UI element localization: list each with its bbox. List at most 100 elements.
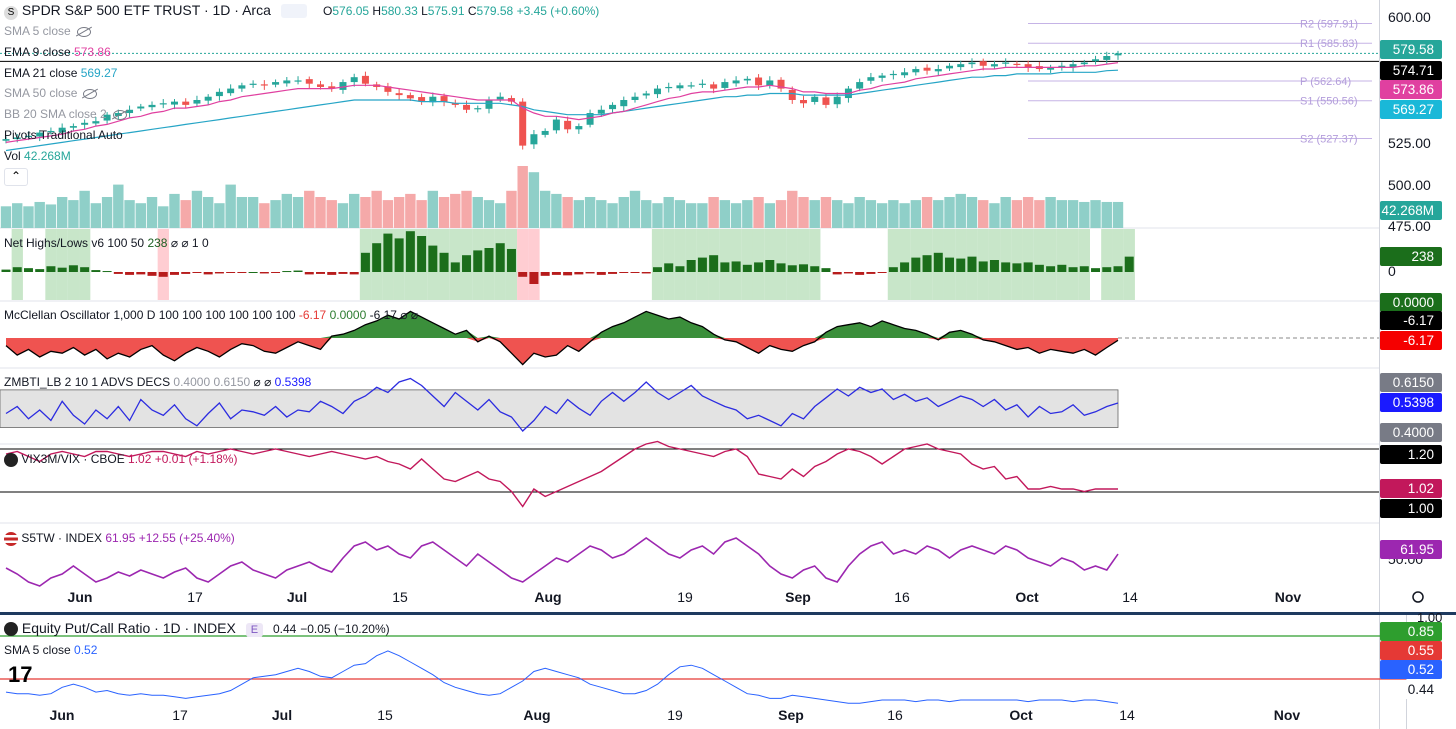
nhl-bar [360, 252, 370, 272]
nhl-bar [102, 271, 112, 273]
s5tw-badge: 61.95 [1380, 540, 1442, 559]
volume-bar [517, 166, 528, 228]
chart-title[interactable]: SPDR S&P 500 ETF TRUST · 1D · Arca [21, 2, 271, 18]
candle-body [946, 65, 954, 69]
volume-bar [573, 200, 585, 228]
x-axis-label: Jul [272, 707, 292, 723]
candle-body [889, 73, 897, 76]
volume-bar [888, 200, 899, 228]
volume-bar [337, 203, 349, 228]
nhl-shade [1112, 229, 1124, 300]
candle-body [766, 80, 774, 86]
candle-body [597, 109, 605, 114]
nhl-shade [1067, 229, 1079, 300]
hide-icon[interactable] [280, 4, 307, 19]
price-legend-item[interactable]: Pivots Traditional Auto [4, 128, 123, 142]
nhl-bar [641, 272, 651, 274]
zmb-legend[interactable]: ZMBTI_LB 2 10 1 ADVS DECS 0.4000 0.6150 … [4, 375, 312, 389]
price-legend-item[interactable]: EMA 9 close 573.86 [4, 45, 111, 59]
nhl-zero-label: 0 [1388, 263, 1396, 279]
nhl-bar [484, 248, 494, 272]
candle-body [710, 84, 718, 89]
nhl-bar [1012, 263, 1022, 272]
volume-bar [652, 203, 663, 228]
nhl-bar [798, 264, 808, 272]
volume-bar [899, 203, 910, 228]
nhl-shade [11, 229, 23, 300]
x-axis-label: Oct [1009, 707, 1033, 723]
hidden-eye-icon[interactable] [83, 89, 98, 100]
mcc-legend[interactable]: McClellan Oscillator 1,000 D 100 100 100… [4, 308, 419, 322]
candle-body [541, 130, 549, 135]
volume-bar [831, 200, 843, 228]
nhl-bar [709, 255, 719, 272]
nhl-bar [428, 245, 438, 272]
mcc-badge-top: 0.0000 [1380, 293, 1442, 312]
pcr-sma-legend[interactable]: SMA 5 close 0.52 [4, 643, 98, 657]
candle-body [249, 83, 257, 85]
volume-bar [1022, 197, 1034, 228]
nhl-shade [528, 229, 540, 300]
volume-bar [910, 200, 922, 228]
nhl-shade [56, 229, 68, 300]
nhl-legend[interactable]: Net Highs/Lows v6 100 50 238 ⌀ ⌀ 1 0 [4, 236, 209, 250]
hidden-eye-icon[interactable] [112, 110, 127, 121]
volume-bar [416, 200, 427, 228]
nhl-bar [158, 272, 168, 277]
us-flag-icon [4, 531, 18, 546]
price-badge: 574.71 [1380, 61, 1442, 80]
candle-body [653, 88, 661, 95]
price-legend-item[interactable]: SMA 50 close [4, 86, 98, 100]
volume-bar [191, 190, 203, 228]
nhl-bar [1057, 264, 1067, 272]
pivot-label: S1 (550.56) [1300, 96, 1357, 108]
volume-bar [843, 203, 854, 228]
hidden-eye-icon[interactable] [76, 26, 91, 37]
vix-legend[interactable]: VIX3M/VIX · CBOE 1.02 +0.01 (+1.18%) [4, 452, 237, 467]
pivot-label: S2 (527.37) [1300, 134, 1357, 146]
x-axis-label: 17 [187, 589, 203, 605]
pcr-legend[interactable]: Equity Put/Call Ratio · 1D · INDEX E 0.4… [4, 621, 390, 637]
volume-bar [1090, 200, 1101, 228]
vix-badge: 1.20 [1380, 445, 1442, 464]
nhl-bar [349, 272, 359, 275]
candle-body [1047, 67, 1055, 70]
s5tw-legend[interactable]: S5TW · INDEX 61.95 +12.55 (+25.40%) [4, 531, 235, 546]
collapse-legend-chevron-icon[interactable]: ⌃ [4, 168, 28, 186]
nhl-bar [12, 267, 22, 272]
price-legend-item[interactable]: Vol 42.268M [4, 149, 71, 163]
volume-bar [450, 193, 461, 228]
candle-body [631, 96, 639, 100]
candle-body [519, 101, 527, 146]
x-axis-label: 15 [377, 707, 393, 723]
price-legend-item[interactable]: SMA 5 close [4, 24, 91, 38]
e-badge[interactable]: E [245, 623, 264, 637]
price-legend-item[interactable]: BB 20 SMA close 2 [4, 107, 127, 121]
volume-bar [697, 203, 708, 228]
price-legend-item[interactable]: EMA 21 close 569.27 [4, 66, 117, 80]
legend-label: BB 20 SMA close 2 [4, 107, 107, 122]
settings-gear-icon[interactable] [1412, 591, 1424, 603]
nhl-bar [372, 243, 382, 272]
nhl-bar [518, 272, 528, 277]
x-axis-label: Sep [778, 707, 804, 723]
volume-bar [270, 200, 281, 228]
nhl-bar [540, 272, 550, 276]
x-axis-label: Aug [523, 707, 550, 723]
volume-bar [551, 193, 562, 228]
nhl-bar [956, 258, 966, 272]
vix-badge: 1.02 [1380, 479, 1442, 498]
x-axis-label: 15 [392, 589, 408, 605]
candle-body [103, 114, 111, 121]
volume-bar [202, 197, 214, 228]
volume-bar [438, 197, 450, 228]
volume-bar [349, 193, 360, 228]
nhl-bar [989, 260, 999, 272]
nhl-bar [23, 268, 33, 272]
volume-bar [742, 200, 753, 228]
volume-bar [56, 197, 68, 228]
nhl-bar [720, 262, 730, 272]
nhl-bar [237, 272, 247, 273]
nhl-shade [786, 229, 798, 300]
